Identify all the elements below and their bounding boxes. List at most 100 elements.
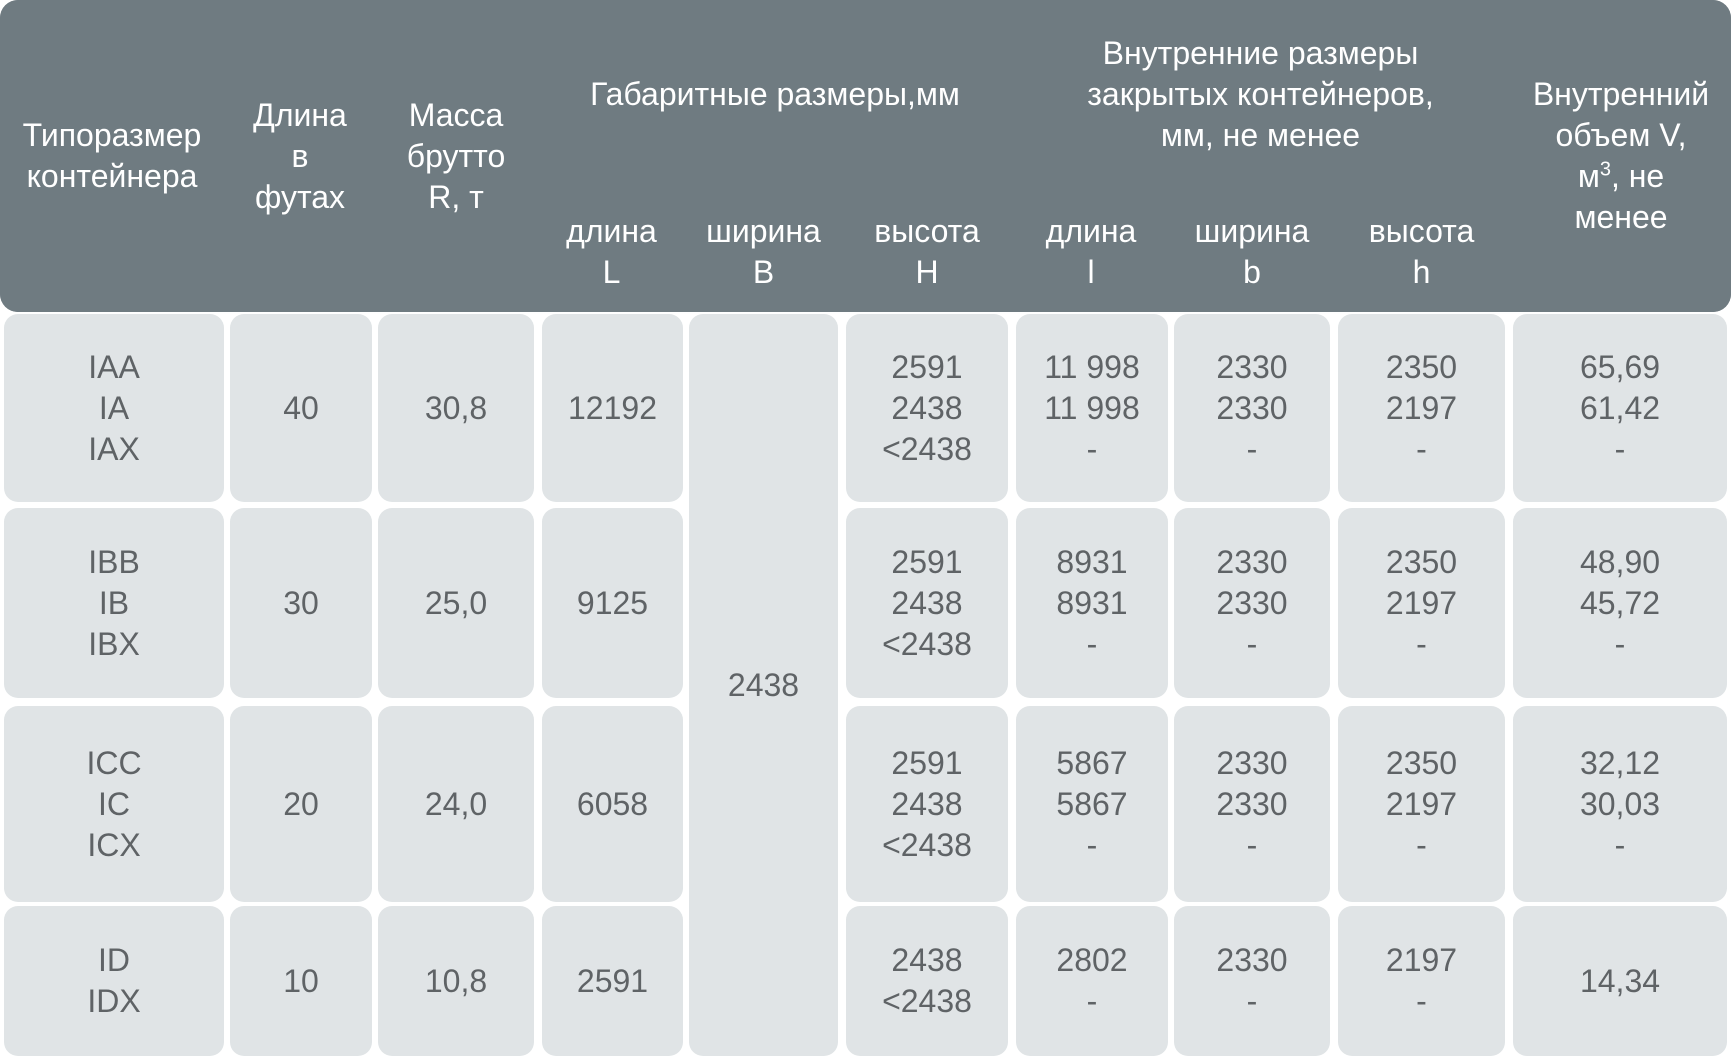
- subheader-height-h: высота h: [1336, 192, 1507, 312]
- cell-line: -: [1246, 430, 1258, 467]
- cell-length-L: 12192: [542, 314, 683, 502]
- cell-line: <2438: [882, 430, 972, 467]
- header-inner-dims: Внутренние размеры закрытых контейнеров,…: [1014, 0, 1507, 188]
- header-length-ft: Длина в футах: [228, 0, 372, 312]
- cell-height-h: 2350 2197 -: [1338, 706, 1505, 902]
- cell-line: 5867: [1056, 785, 1128, 822]
- cell-line: IC: [98, 785, 130, 822]
- cell-line: -: [1086, 983, 1098, 1019]
- cell-line: 30,03: [1579, 785, 1661, 822]
- cell-line: IBX: [88, 625, 140, 662]
- cell-feet: 10: [230, 906, 372, 1056]
- width-B-cell: 2438: [689, 314, 838, 1056]
- header-volume: Внутренний объем V, м3, не менее: [1511, 0, 1731, 312]
- subheader-width-b: ширина b: [1172, 192, 1332, 312]
- cell-line: <2438: [882, 826, 972, 863]
- cell-length-L: 6058: [542, 706, 683, 902]
- cell-line: -: [1086, 430, 1098, 467]
- cell-feet: 20: [230, 706, 372, 902]
- cell-width-b: 2330 2330 -: [1174, 508, 1330, 698]
- cell-mass: 10,8: [378, 906, 534, 1056]
- cell-line: 11 998: [1044, 348, 1140, 385]
- cell-height-H: 2591 2438 <2438: [846, 314, 1008, 502]
- cell-feet: 30: [230, 508, 372, 698]
- cell-value: 2591: [576, 962, 649, 999]
- cell-volume: 14,34: [1513, 906, 1727, 1056]
- cell-line: -: [1614, 826, 1626, 863]
- cell-value: 30,8: [424, 389, 488, 426]
- cell-width-b: 2330 2330 -: [1174, 314, 1330, 502]
- cell-type: ICC IC ICX: [4, 706, 224, 902]
- cell-line: 2438: [891, 389, 963, 426]
- cell-line: -: [1416, 826, 1427, 863]
- cell-line: <2438: [882, 983, 972, 1019]
- subheader-width-B: ширина B: [687, 192, 840, 312]
- cell-line: IAA: [88, 348, 140, 385]
- cell-line: 2197: [1385, 389, 1458, 426]
- cell-line: 32,12: [1579, 744, 1661, 781]
- cell-line: -: [1086, 826, 1098, 863]
- cell-value: 12192: [568, 389, 657, 426]
- cell-height-h: 2197 -: [1338, 906, 1505, 1056]
- cell-length-L: 9125: [542, 508, 683, 698]
- cell-line: 2350: [1385, 744, 1458, 781]
- cell-line: 2197: [1385, 785, 1458, 822]
- cell-line: 2330: [1216, 584, 1288, 621]
- cell-line: 2197: [1385, 584, 1458, 621]
- cell-type: IAA IA IAX: [4, 314, 224, 502]
- cell-value: 25,0: [424, 584, 488, 621]
- cell-line: 2330: [1216, 348, 1288, 385]
- cell-line: 2591: [891, 543, 963, 580]
- header-type: Типоразмер контейнера: [0, 0, 224, 312]
- cell-line: 8931: [1056, 543, 1128, 580]
- cell-line: 2438: [891, 785, 963, 822]
- cell-height-H: 2591 2438 <2438: [846, 508, 1008, 698]
- cell-type: IBB IB IBX: [4, 508, 224, 698]
- cell-line: 8931: [1056, 584, 1128, 621]
- cell-line: <2438: [882, 625, 972, 662]
- cell-line: 65,69: [1579, 348, 1661, 385]
- cell-line: 11 998: [1044, 389, 1140, 426]
- cell-line: IDX: [87, 983, 141, 1019]
- subheader-length-l: длина l: [1014, 192, 1168, 312]
- cell-value: 9125: [576, 584, 649, 621]
- cell-line: -: [1246, 826, 1258, 863]
- cell-line: IA: [98, 389, 130, 426]
- cell-length-l: 2802 -: [1016, 906, 1168, 1056]
- cell-line: 2330: [1216, 543, 1288, 580]
- cell-line: -: [1416, 983, 1427, 1019]
- cell-height-h: 2350 2197 -: [1338, 314, 1505, 502]
- cell-line: IB: [98, 584, 130, 621]
- cell-width-b: 2330 -: [1174, 906, 1330, 1056]
- cell-value: 24,0: [424, 785, 488, 822]
- cell-line: 2591: [891, 348, 963, 385]
- cell-height-H: 2591 2438 <2438: [846, 706, 1008, 902]
- header-overall-dims: Габаритные размеры,мм: [540, 0, 1010, 188]
- subheader-length-L: длина L: [540, 192, 683, 312]
- cell-line: 48,90: [1579, 543, 1661, 580]
- cell-line: 2350: [1385, 543, 1458, 580]
- cell-line: -: [1416, 625, 1427, 662]
- cell-line: 2197: [1385, 942, 1458, 978]
- cell-line: 2330: [1216, 744, 1288, 781]
- cell-length-l: 11 998 11 998 -: [1016, 314, 1168, 502]
- cell-mass: 24,0: [378, 706, 534, 902]
- cell-line: 2330: [1216, 785, 1288, 822]
- cell-line: 2330: [1216, 389, 1288, 426]
- subheader-height-H: высота H: [844, 192, 1010, 312]
- cell-height-h: 2350 2197 -: [1338, 508, 1505, 698]
- cell-line: 2591: [891, 744, 963, 781]
- cell-width-b: 2330 2330 -: [1174, 706, 1330, 902]
- cell-line: -: [1416, 430, 1427, 467]
- cell-line: 2438: [891, 942, 963, 978]
- cell-feet: 40: [230, 314, 372, 502]
- cell-value: 10,8: [424, 962, 488, 999]
- cell-line: ID: [98, 942, 130, 978]
- cell-volume: 65,69 61,42 -: [1513, 314, 1727, 502]
- cell-value: 10: [283, 962, 319, 999]
- volume-unit-line: м3, не: [1577, 158, 1665, 194]
- cell-value: 6058: [576, 785, 649, 822]
- cell-type: ID IDX: [4, 906, 224, 1056]
- cell-line: -: [1614, 625, 1626, 662]
- cell-line: -: [1086, 625, 1098, 662]
